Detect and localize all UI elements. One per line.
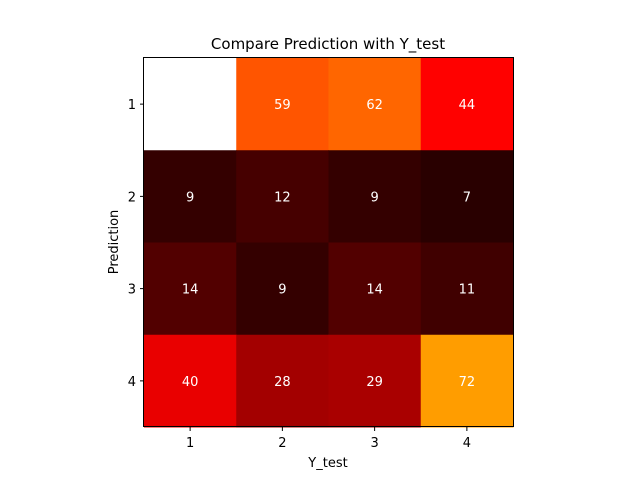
- heatmap-cell: [144, 150, 237, 243]
- heatmap-cell-labels: 59 62 44 9 12 9 7 14 9 14 11 40 28 29 72: [182, 98, 475, 390]
- cell-value-label: 9: [278, 283, 286, 298]
- x-tick-label: 4: [463, 436, 471, 451]
- heatmap-cell: [420, 58, 514, 151]
- heatmap-cell: [420, 150, 514, 243]
- y-axis-label: Prediction: [107, 210, 122, 275]
- cell-value-label: 29: [366, 375, 383, 390]
- cell-value-label: 44: [459, 98, 476, 113]
- x-tick-label: 1: [186, 436, 194, 451]
- cell-value-label: 14: [366, 283, 383, 298]
- x-tick-label: 2: [278, 436, 286, 451]
- x-axis-ticks: 1 2 3 4: [186, 427, 471, 451]
- cell-value-label: 11: [459, 283, 476, 298]
- chart-title: Compare Prediction with Y_test: [211, 35, 445, 54]
- y-axis-ticks: 1 2 3 4: [128, 98, 144, 390]
- heatmap-cell: [420, 334, 514, 428]
- heatmap-cell: [236, 58, 329, 151]
- x-tick-label: 3: [370, 436, 378, 451]
- heatmap-cell: [328, 150, 422, 243]
- heatmap-cell: [144, 58, 237, 151]
- cell-value-label: 40: [182, 375, 199, 390]
- heatmap-cell: [328, 242, 422, 336]
- cell-value-label: 28: [274, 375, 291, 390]
- cell-value-label: 59: [274, 98, 291, 113]
- heatmap-cell: [144, 334, 237, 428]
- heatmap-cells: [144, 58, 514, 428]
- heatmap-cell: [236, 242, 329, 336]
- cell-value-label: 7: [463, 190, 471, 205]
- heatmap-cell: [328, 58, 422, 151]
- cell-value-label: 9: [370, 190, 378, 205]
- cell-value-label: 12: [274, 190, 291, 205]
- cell-value-label: 14: [182, 283, 199, 298]
- y-tick-label: 3: [128, 283, 136, 298]
- heatmap-cell: [420, 242, 514, 336]
- heatmap-cell: [236, 150, 329, 243]
- y-tick-label: 1: [128, 98, 136, 113]
- heatmap-cell: [144, 242, 237, 336]
- cell-value-label: 62: [366, 98, 383, 113]
- heatmap-cell: [328, 334, 422, 428]
- y-tick-label: 4: [128, 375, 136, 390]
- y-tick-label: 2: [128, 190, 136, 205]
- cell-value-label: 9: [186, 190, 194, 205]
- plot-frame: [143, 57, 514, 427]
- heatmap-cell: [236, 334, 329, 428]
- cell-value-label: 72: [459, 375, 476, 390]
- x-axis-label: Y_test: [307, 456, 347, 471]
